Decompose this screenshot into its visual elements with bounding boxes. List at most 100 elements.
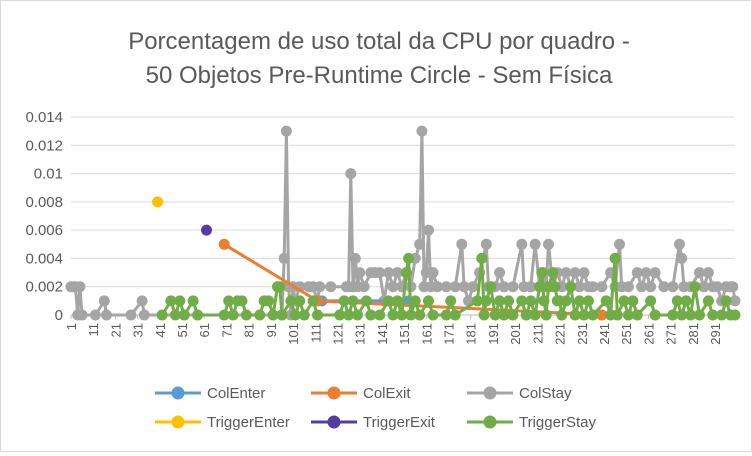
data-point — [278, 252, 290, 264]
x-tick-label: 11 — [86, 323, 101, 337]
data-point — [263, 295, 275, 307]
x-tick-label: 181 — [464, 323, 479, 345]
data-point — [536, 267, 548, 279]
series-layer — [65, 125, 741, 321]
data-point — [729, 309, 741, 321]
data-point — [192, 309, 204, 321]
data-point — [138, 309, 150, 321]
data-point — [218, 238, 230, 250]
legend: ColEnter ColExit ColStay TriggerEnter Trigge… — [155, 385, 596, 431]
data-point — [307, 295, 319, 307]
data-point — [391, 295, 403, 307]
data-point — [416, 125, 428, 137]
x-tick-label: 111 — [308, 323, 323, 343]
data-point — [152, 196, 164, 208]
x-tick-label: 131 — [353, 323, 368, 345]
data-point — [540, 309, 552, 321]
data-point — [627, 295, 639, 307]
data-point — [374, 309, 386, 321]
data-point — [98, 295, 110, 307]
data-point — [538, 295, 550, 307]
data-point — [596, 281, 608, 293]
x-tick-label: 31 — [131, 323, 146, 337]
data-point — [694, 309, 705, 321]
data-point — [400, 267, 412, 279]
x-tick-label: 231 — [575, 323, 590, 345]
x-axis-ticks: 1 11 21 31 41 51 61 71 81 91 101 111 121 131 141 151 161… — [64, 315, 723, 345]
legend-item: ColExit — [311, 385, 411, 402]
series-triggerstay — [156, 252, 741, 321]
data-point — [645, 295, 657, 307]
data-point — [507, 309, 519, 321]
legend-swatch-marker — [327, 415, 341, 429]
data-point — [125, 309, 137, 321]
data-point — [680, 295, 692, 307]
data-point — [74, 281, 86, 293]
data-point — [174, 295, 186, 307]
legend-label: ColExit — [363, 385, 411, 402]
data-point — [587, 309, 599, 321]
data-point — [720, 295, 732, 307]
data-point — [178, 309, 190, 321]
legend-swatch-marker — [327, 386, 341, 400]
legend-label: TriggerExit — [363, 414, 436, 431]
data-point — [294, 295, 306, 307]
data-point — [423, 295, 434, 307]
data-point — [314, 281, 326, 293]
data-point — [676, 252, 688, 264]
data-point — [467, 281, 479, 293]
data-point — [600, 295, 612, 307]
data-point — [649, 309, 661, 321]
legend-swatch-marker — [483, 415, 497, 429]
data-point — [478, 309, 490, 321]
data-point — [254, 309, 266, 321]
data-point — [423, 224, 434, 236]
data-point — [276, 309, 288, 321]
legend-swatch-marker — [171, 386, 185, 400]
legend-swatch-marker — [171, 415, 185, 429]
data-point — [449, 309, 461, 321]
data-point — [582, 295, 594, 307]
data-point — [325, 281, 337, 293]
data-point — [556, 309, 568, 321]
data-point — [529, 309, 541, 321]
y-tick-label: 0.004 — [25, 250, 63, 267]
data-point — [494, 267, 506, 279]
x-tick-label: 141 — [375, 323, 390, 345]
data-point — [352, 309, 363, 321]
legend-label: TriggerStay — [519, 414, 596, 431]
data-point — [525, 295, 537, 307]
data-point — [547, 267, 559, 279]
series-triggerenter — [152, 196, 164, 208]
legend-label: ColEnter — [207, 385, 265, 402]
data-point — [349, 252, 361, 264]
data-point — [476, 252, 488, 264]
data-point — [549, 281, 561, 293]
data-point — [516, 238, 528, 250]
data-point — [614, 238, 625, 250]
data-point — [543, 238, 554, 250]
x-tick-label: 91 — [264, 323, 279, 337]
data-point — [631, 309, 643, 321]
legend-item: ColStay — [467, 385, 572, 402]
data-point — [609, 252, 621, 264]
legend-label: TriggerEnter — [207, 414, 290, 431]
data-point — [89, 309, 101, 321]
legend-item: ColEnter — [155, 385, 265, 402]
data-point — [622, 281, 634, 293]
x-tick-label: 281 — [686, 323, 701, 345]
data-point — [565, 281, 577, 293]
x-tick-label: 101 — [286, 323, 301, 345]
x-tick-label: 221 — [553, 323, 568, 345]
x-tick-label: 21 — [108, 323, 123, 337]
data-point — [414, 309, 426, 321]
data-point — [360, 295, 372, 307]
x-tick-label: 81 — [242, 323, 257, 337]
data-point — [347, 295, 359, 307]
x-tick-label: 51 — [175, 323, 190, 337]
legend-item: TriggerStay — [467, 414, 596, 431]
data-point — [403, 252, 415, 264]
data-point — [702, 295, 714, 307]
legend-label: ColStay — [519, 385, 572, 402]
